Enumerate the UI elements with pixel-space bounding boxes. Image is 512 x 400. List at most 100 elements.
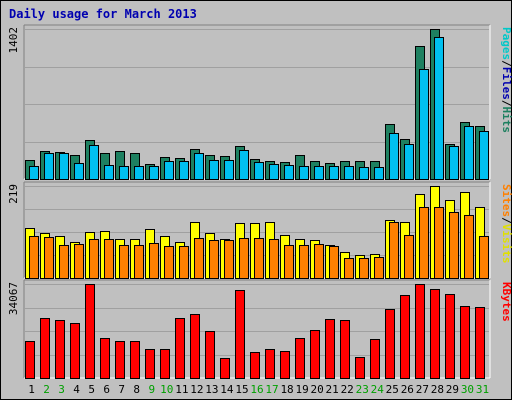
bar-files-day-17 xyxy=(269,164,279,180)
bar-sites-day-10 xyxy=(164,246,174,279)
x-tick-day-25: 25 xyxy=(386,383,399,396)
x-tick-day-5: 5 xyxy=(88,383,95,396)
bar-sites-day-22 xyxy=(344,258,354,279)
bar-kbytes-day-7 xyxy=(115,341,125,379)
bar-sites-day-15 xyxy=(239,238,249,279)
bar-kbytes-day-18 xyxy=(280,351,290,379)
legend-part: / xyxy=(500,217,512,224)
bar-kbytes-day-23 xyxy=(355,357,365,379)
bar-kbytes-day-17 xyxy=(265,349,275,379)
x-tick-day-17: 17 xyxy=(265,383,278,396)
bar-kbytes-day-22 xyxy=(340,320,350,379)
bar-files-day-11 xyxy=(179,161,189,180)
bar-files-day-31 xyxy=(479,131,489,180)
x-tick-day-29: 29 xyxy=(446,383,459,396)
bar-kbytes-day-15 xyxy=(235,290,245,379)
bar-kbytes-day-6 xyxy=(100,338,110,379)
legend-part: KBytes xyxy=(500,282,512,322)
bar-sites-day-23 xyxy=(359,258,369,279)
bar-sites-day-24 xyxy=(374,257,384,279)
bar-files-day-29 xyxy=(449,146,459,180)
bar-sites-day-8 xyxy=(134,245,144,279)
bar-kbytes-day-11 xyxy=(175,318,185,379)
bar-sites-day-18 xyxy=(284,245,294,279)
bar-sites-day-2 xyxy=(44,237,54,279)
x-tick-day-6: 6 xyxy=(103,383,110,396)
x-tick-day-3: 3 xyxy=(58,383,65,396)
y-max-label-visits-sites: 219 xyxy=(7,184,20,204)
bar-kbytes-day-12 xyxy=(190,314,200,379)
x-tick-day-4: 4 xyxy=(73,383,80,396)
bar-sites-day-17 xyxy=(269,239,279,279)
bar-files-day-1 xyxy=(29,166,39,180)
bar-sites-day-19 xyxy=(299,245,309,279)
bar-files-day-24 xyxy=(374,167,384,180)
x-tick-day-15: 15 xyxy=(235,383,248,396)
bar-files-day-5 xyxy=(89,145,99,180)
bar-files-day-9 xyxy=(149,166,159,180)
x-tick-day-8: 8 xyxy=(133,383,140,396)
legend-label-pages-files-hits: Pages/Files/Hits xyxy=(500,27,512,133)
bar-sites-day-7 xyxy=(119,245,129,279)
legend-part: Pages xyxy=(500,27,512,60)
bar-kbytes-day-21 xyxy=(325,319,335,379)
bar-kbytes-day-24 xyxy=(370,339,380,379)
legend-label-visits-sites: Sites/Visits xyxy=(500,184,512,264)
bar-files-day-6 xyxy=(104,165,114,180)
x-tick-day-12: 12 xyxy=(190,383,203,396)
x-tick-day-10: 10 xyxy=(160,383,173,396)
bar-kbytes-day-30 xyxy=(460,306,470,379)
bar-kbytes-day-26 xyxy=(400,295,410,379)
bar-files-day-21 xyxy=(329,166,339,180)
bar-sites-day-9 xyxy=(149,243,159,279)
bar-sites-day-29 xyxy=(449,212,459,279)
bar-sites-day-28 xyxy=(434,207,444,279)
legend-part: Files xyxy=(500,67,512,100)
legend-label-kbytes: KBytes xyxy=(500,282,512,322)
bar-sites-day-30 xyxy=(464,215,474,279)
x-tick-day-24: 24 xyxy=(371,383,385,396)
bar-sites-day-16 xyxy=(254,238,264,279)
bar-files-day-28 xyxy=(434,37,444,180)
bar-files-day-20 xyxy=(314,166,324,180)
bar-kbytes-day-13 xyxy=(205,331,215,379)
bar-sites-day-20 xyxy=(314,244,324,279)
legend-part: / xyxy=(500,60,512,67)
bar-files-day-14 xyxy=(224,160,234,180)
bar-kbytes-day-4 xyxy=(70,323,80,379)
bar-files-day-15 xyxy=(239,150,249,180)
chart-title: Daily usage for March 2013 xyxy=(9,7,197,21)
bar-sites-day-1 xyxy=(29,236,39,279)
bar-files-day-2 xyxy=(44,153,54,180)
x-tick-day-30: 30 xyxy=(461,383,474,396)
bar-sites-day-14 xyxy=(224,240,234,279)
bar-kbytes-day-19 xyxy=(295,338,305,379)
y-max-label-pages-files-hits: 1402 xyxy=(7,27,20,54)
bar-sites-day-11 xyxy=(179,246,189,279)
legend-part: Hits xyxy=(500,107,512,134)
bar-sites-day-3 xyxy=(59,245,69,279)
bar-files-day-23 xyxy=(359,167,369,180)
x-tick-day-22: 22 xyxy=(341,383,354,396)
x-tick-day-23: 23 xyxy=(356,383,369,396)
x-tick-day-13: 13 xyxy=(205,383,218,396)
x-tick-day-21: 21 xyxy=(326,383,339,396)
bar-kbytes-day-10 xyxy=(160,349,170,379)
bar-sites-day-12 xyxy=(194,238,204,279)
bar-kbytes-day-29 xyxy=(445,294,455,379)
bar-files-day-7 xyxy=(119,166,129,180)
x-tick-day-16: 16 xyxy=(250,383,263,396)
legend-part: Sites xyxy=(500,184,512,217)
bar-sites-day-26 xyxy=(404,235,414,279)
bar-files-day-19 xyxy=(299,166,309,180)
bar-kbytes-day-25 xyxy=(385,309,395,379)
bar-kbytes-day-8 xyxy=(130,341,140,379)
x-tick-day-19: 19 xyxy=(295,383,308,396)
bar-kbytes-day-1 xyxy=(25,341,35,379)
x-tick-day-20: 20 xyxy=(311,383,324,396)
x-tick-day-28: 28 xyxy=(431,383,444,396)
bar-files-day-8 xyxy=(134,166,144,180)
bar-kbytes-day-20 xyxy=(310,330,320,379)
bar-files-day-27 xyxy=(419,69,429,180)
